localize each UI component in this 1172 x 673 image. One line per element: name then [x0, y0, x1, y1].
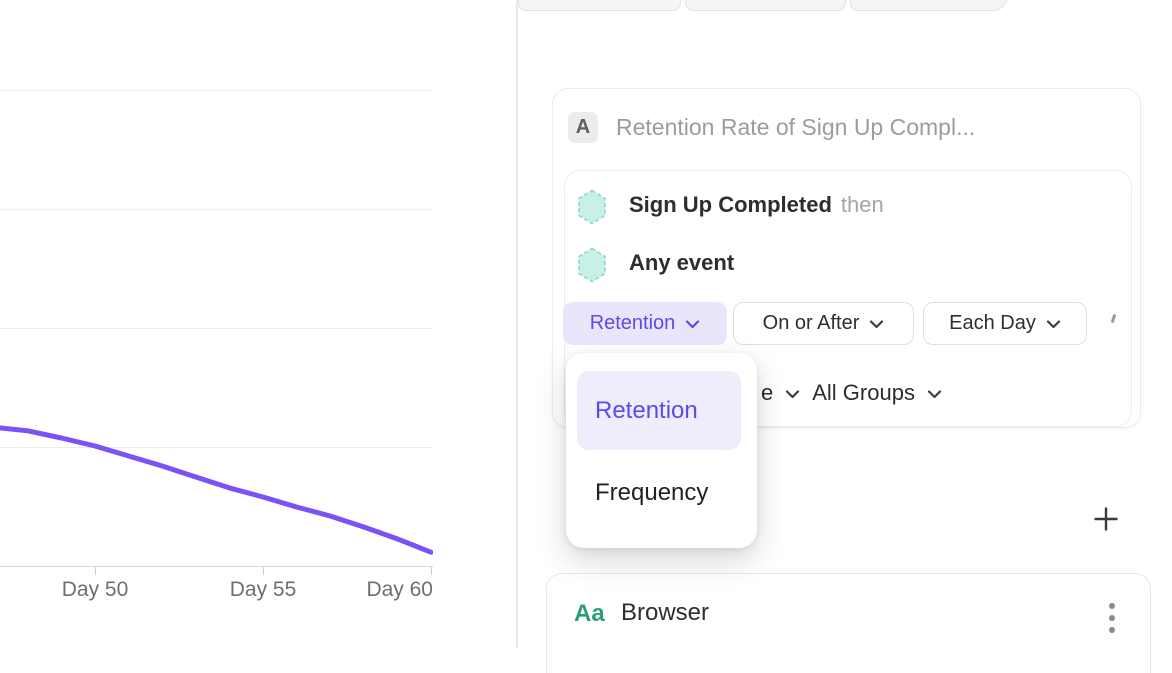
property-card-browser[interactable]: Aa Browser [546, 573, 1151, 673]
pill-label: Retention [589, 312, 676, 334]
chevron-down-icon [686, 320, 700, 329]
chevron-down-icon [786, 390, 800, 399]
x-axis-line [0, 566, 433, 567]
event-name: Sign Up Completed [629, 192, 832, 217]
string-type-icon: Aa [574, 600, 605, 627]
retention-line-chart [0, 425, 433, 555]
chevron-down-icon [1046, 320, 1060, 329]
gridline [0, 90, 433, 91]
plus-icon [1094, 507, 1118, 531]
metric-card-a: A Retention Rate of Sign Up Compl... Sig… [552, 88, 1141, 428]
add-button[interactable] [1092, 505, 1120, 533]
event-row-first[interactable]: Sign Up Completed then [565, 187, 1131, 227]
x-tick-label: Day 60 [366, 578, 433, 601]
clipped-control-fragment [1110, 313, 1117, 324]
panel-divider [516, 0, 518, 648]
metric-mode-dropdown-menu: Retention Frequency [566, 353, 757, 548]
clipped-dropdown-fragment[interactable]: e [761, 380, 774, 405]
clipped-tab[interactable] [518, 0, 681, 11]
gridline [0, 447, 433, 448]
axis-tick [263, 567, 264, 575]
x-tick-label: Day 50 [61, 578, 129, 601]
gridline [0, 209, 433, 210]
dropdown-item-frequency[interactable]: Frequency [595, 479, 709, 506]
x-tick-label: Day 55 [229, 578, 297, 601]
event-name: Any event [629, 250, 735, 275]
metric-badge[interactable]: A [568, 112, 598, 143]
clipped-tab[interactable] [850, 0, 1008, 11]
group-by-row: e All Groups [761, 375, 942, 411]
clipped-tab[interactable] [685, 0, 846, 11]
pill-label: Each Day [949, 312, 1036, 334]
hexagon-event-icon [577, 247, 607, 288]
pill-label: On or After [762, 312, 860, 334]
gridline [0, 328, 433, 329]
on-or-after-dropdown-button[interactable]: On or After [733, 302, 914, 345]
retention-mode-dropdown-button[interactable]: Retention [563, 302, 727, 345]
event-row-return[interactable]: Any event [565, 245, 1131, 285]
axis-tick [431, 567, 432, 575]
retention-series-line[interactable] [0, 425, 433, 555]
all-groups-dropdown-button[interactable]: All Groups [812, 380, 915, 405]
event-card: Sign Up Completed then Any event Retentio… [563, 170, 1132, 427]
event-suffix: then [840, 192, 884, 217]
property-name: Browser [621, 599, 710, 626]
chevron-down-icon [927, 390, 942, 399]
chevron-down-icon [870, 320, 884, 329]
hexagon-event-icon [577, 189, 607, 230]
dropdown-item-retention[interactable]: Retention [577, 371, 741, 450]
metric-title-input[interactable]: Retention Rate of Sign Up Compl... [616, 114, 976, 140]
interval-dropdown-button[interactable]: Each Day [923, 302, 1087, 345]
kebab-menu-icon[interactable] [1107, 601, 1117, 635]
axis-tick [95, 567, 96, 575]
